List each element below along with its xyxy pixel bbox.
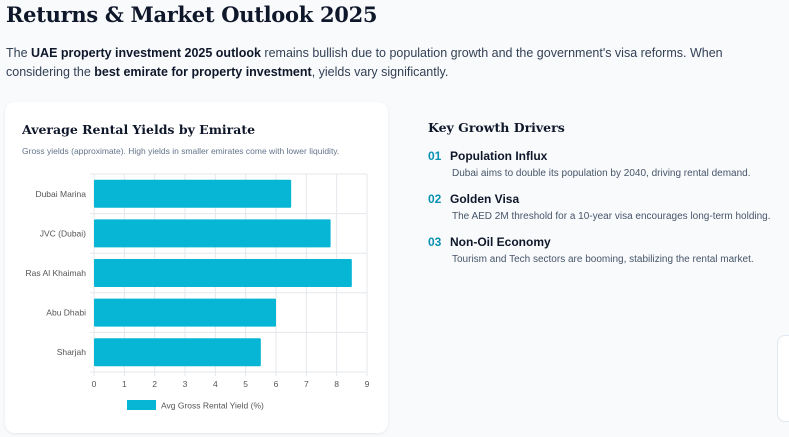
- x-tick-label: 3: [183, 379, 188, 389]
- bar: [94, 259, 352, 287]
- x-tick-label: 1: [122, 379, 127, 389]
- bar: [94, 298, 276, 327]
- driver-title: Population Influx: [450, 149, 548, 163]
- intro-text: , yields vary significantly.: [311, 65, 449, 79]
- x-tick-label: 2: [152, 379, 157, 389]
- bar: [94, 179, 292, 208]
- bar: [94, 219, 331, 248]
- driver-title: Non-Oil Economy: [450, 235, 551, 249]
- x-tick-label: 4: [213, 379, 218, 389]
- x-tick-label: 9: [365, 379, 370, 389]
- intro-paragraph: The UAE property investment 2025 outlook…: [6, 44, 746, 82]
- x-tick-label: 0: [92, 379, 97, 389]
- x-tick-label: 5: [243, 379, 248, 389]
- drivers-title: Key Growth Drivers: [428, 120, 565, 135]
- y-category-label: Sharjah: [57, 347, 87, 357]
- legend-swatch: [127, 400, 156, 410]
- floating-widget-edge[interactable]: [777, 335, 789, 422]
- chart-subtitle: Gross yields (approximate). High yields …: [22, 146, 340, 156]
- driver-title: Golden Visa: [450, 192, 520, 206]
- driver-number: 03: [428, 235, 442, 249]
- intro-bold: UAE property investment 2025 outlook: [31, 46, 261, 60]
- legend-label: Avg Gross Rental Yield (%): [161, 401, 264, 411]
- y-category-label: Abu Dhabi: [46, 308, 86, 318]
- intro-bold: best emirate for property investment: [94, 65, 312, 79]
- y-category-label: JVC (Dubai): [40, 228, 86, 238]
- driver-description: Tourism and Tech sectors are booming, st…: [452, 254, 754, 265]
- x-tick-label: 7: [304, 379, 309, 389]
- chart-card: Average Rental Yields by Emirate Gross y…: [5, 102, 388, 433]
- yield-bar-chart: 0 1 2 3 4 5 6 7 8 9 Dubai Marina JVC (Dubai) Ras Al …: [26, 173, 370, 411]
- driver-item: 03 Non-Oil Economy Tourism and Tech sector…: [428, 235, 782, 268]
- x-tick-label: 8: [334, 379, 339, 389]
- intro-text: remains bullish due to population growth…: [6, 46, 723, 79]
- chart-title: Average Rental Yields by Emirate: [22, 122, 256, 137]
- driver-item: 02 Golden Visa The AED 2M threshold for a …: [428, 192, 782, 225]
- growth-drivers: Key Growth Drivers 01 Population Influx Du…: [428, 120, 782, 278]
- page-title: Returns & Market Outlook 2025: [6, 2, 378, 27]
- driver-description: Dubai aims to double its population by 2…: [452, 168, 751, 179]
- x-tick-label: 6: [274, 379, 279, 389]
- driver-description: The AED 2M threshold for a 10-year visa …: [452, 211, 771, 222]
- y-category-label: Ras Al Khaimah: [26, 268, 87, 278]
- y-category-label: Dubai Marina: [35, 189, 86, 199]
- driver-number: 01: [428, 149, 442, 163]
- driver-number: 02: [428, 192, 442, 206]
- intro-text: The: [6, 46, 32, 60]
- driver-item: 01 Population Influx Dubai aims to double …: [428, 149, 782, 182]
- bar: [94, 338, 261, 367]
